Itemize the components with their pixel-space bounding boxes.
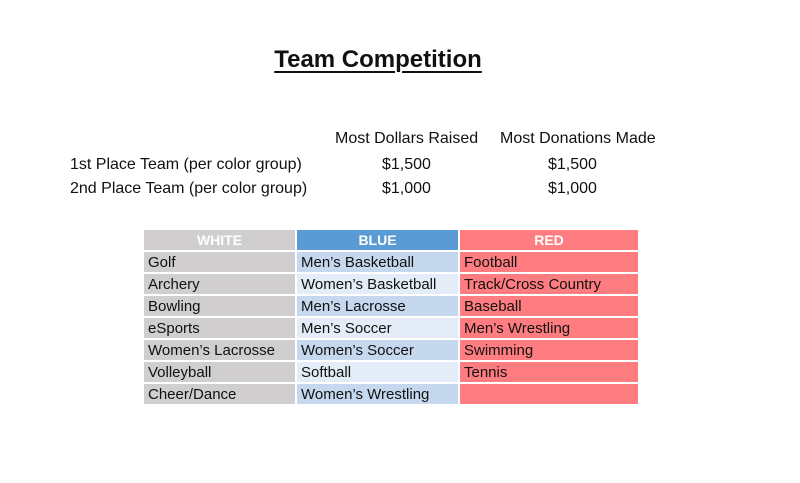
team-cell-blue: Men’s Soccer [297,318,458,338]
table-row: Bowling Men’s Lacrosse Baseball [144,296,638,316]
team-cell-white: Volleyball [144,362,295,382]
team-cell-blue: Men’s Lacrosse [297,296,458,316]
team-cell-white: eSports [144,318,295,338]
team-cell-white: Golf [144,252,295,272]
team-cell-red: Swimming [460,340,638,360]
team-cell-white: Archery [144,274,295,294]
table-row: Women’s Lacrosse Women’s Soccer Swimming [144,340,638,360]
team-cell-blue: Softball [297,362,458,382]
team-cell-red: Baseball [460,296,638,316]
prize-label-first-place: 1st Place Team (per color group) [70,156,302,173]
table-row: Golf Men’s Basketball Football [144,252,638,272]
team-cell-red [460,384,638,404]
page-title: Team Competition [274,46,482,73]
prize-second-dollars: $1,000 [382,180,431,197]
header-blue: BLUE [297,230,458,250]
header-most-dollars-raised: Most Dollars Raised [335,130,479,147]
team-cell-blue: Women’s Basketball [297,274,458,294]
header-white: WHITE [144,230,295,250]
team-cell-red: Track/Cross Country [460,274,638,294]
team-cell-blue: Women’s Soccer [297,340,458,360]
team-table: WHITE BLUE RED Golf Men’s Basketball Foo… [142,228,640,406]
prize-label-second-place: 2nd Place Team (per color group) [70,180,308,197]
team-cell-red: Football [460,252,638,272]
team-cell-blue: Women’s Wrestling [297,384,458,404]
team-cell-white: Women’s Lacrosse [144,340,295,360]
team-cell-blue: Men’s Basketball [297,252,458,272]
prize-first-dollars: $1,500 [382,156,431,173]
team-table-header: WHITE BLUE RED [144,230,638,250]
table-row: Volleyball Softball Tennis [144,362,638,382]
table-row: Cheer/Dance Women’s Wrestling [144,384,638,404]
team-cell-white: Bowling [144,296,295,316]
team-cell-red: Tennis [460,362,638,382]
team-cell-red: Men’s Wrestling [460,318,638,338]
team-cell-white: Cheer/Dance [144,384,295,404]
header-most-donations-made: Most Donations Made [500,130,656,147]
table-row: Archery Women’s Basketball Track/Cross C… [144,274,638,294]
header-red: RED [460,230,638,250]
table-row: eSports Men’s Soccer Men’s Wrestling [144,318,638,338]
prize-second-donations: $1,000 [548,180,597,197]
prize-first-donations: $1,500 [548,156,597,173]
